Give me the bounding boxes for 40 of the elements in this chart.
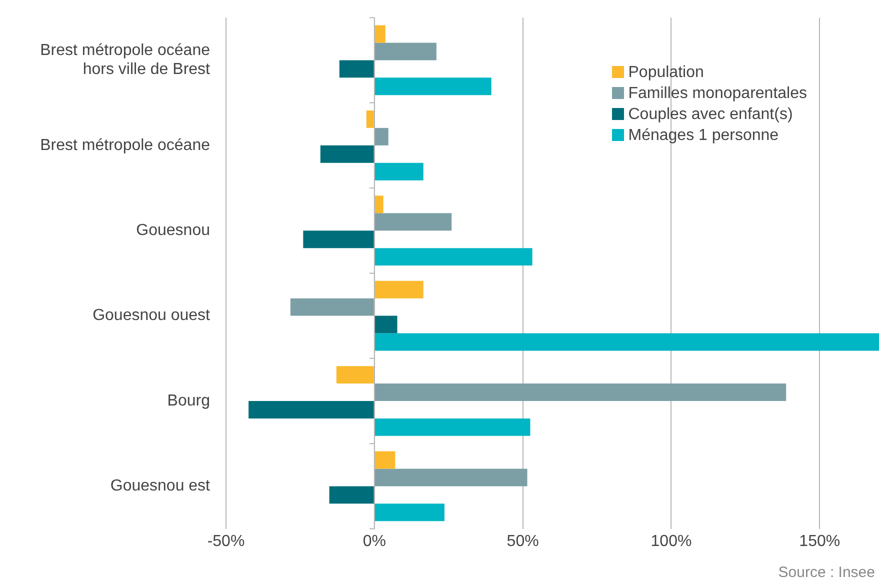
bar: [374, 42, 436, 60]
y-tick-label: Gouesnou ouest: [92, 307, 211, 324]
y-tick-label: Brest métropole océane: [40, 136, 210, 154]
y-tick-label: Brest métropole océane hors ville de Brest: [40, 42, 211, 78]
bar: [248, 401, 374, 418]
x-tick-label: 100%: [650, 532, 692, 550]
y-tick-label: Gouesnou est: [110, 478, 211, 495]
x-tick-label: 150%: [799, 532, 840, 550]
x-tick-label: -50%: [207, 532, 245, 550]
bar: [336, 366, 374, 384]
bar: [374, 248, 532, 266]
x-tick-label: 50%: [506, 532, 539, 550]
bar: [374, 25, 386, 43]
bar: [374, 316, 398, 334]
y-tick-label: Bourg: [167, 392, 210, 410]
y-tick-label: Gouesnou: [136, 222, 210, 240]
bar: [290, 298, 374, 316]
bar: [374, 418, 530, 436]
bar: [374, 333, 879, 351]
bar: [374, 162, 424, 180]
bar: [374, 384, 786, 401]
bar: [374, 128, 388, 146]
bar: [339, 60, 374, 78]
bar: [374, 468, 528, 486]
bar: [374, 78, 492, 96]
source-note: Source : Insee: [778, 564, 875, 581]
legend-label: Ménages 1 personne: [628, 126, 779, 146]
bar: [329, 486, 374, 504]
bar: [320, 145, 374, 163]
bar: [303, 230, 374, 248]
x-tick-label: 0%: [362, 532, 386, 550]
bar: [374, 280, 424, 298]
legend-label: Familles monoparentales: [628, 84, 807, 104]
bar: [374, 504, 444, 522]
bar: [374, 196, 384, 214]
bar: [374, 213, 452, 231]
legend-label: Population: [628, 62, 704, 83]
legend-label: Couples avec enfant(s): [628, 104, 793, 125]
bar: [366, 110, 374, 128]
bar: [374, 451, 396, 469]
